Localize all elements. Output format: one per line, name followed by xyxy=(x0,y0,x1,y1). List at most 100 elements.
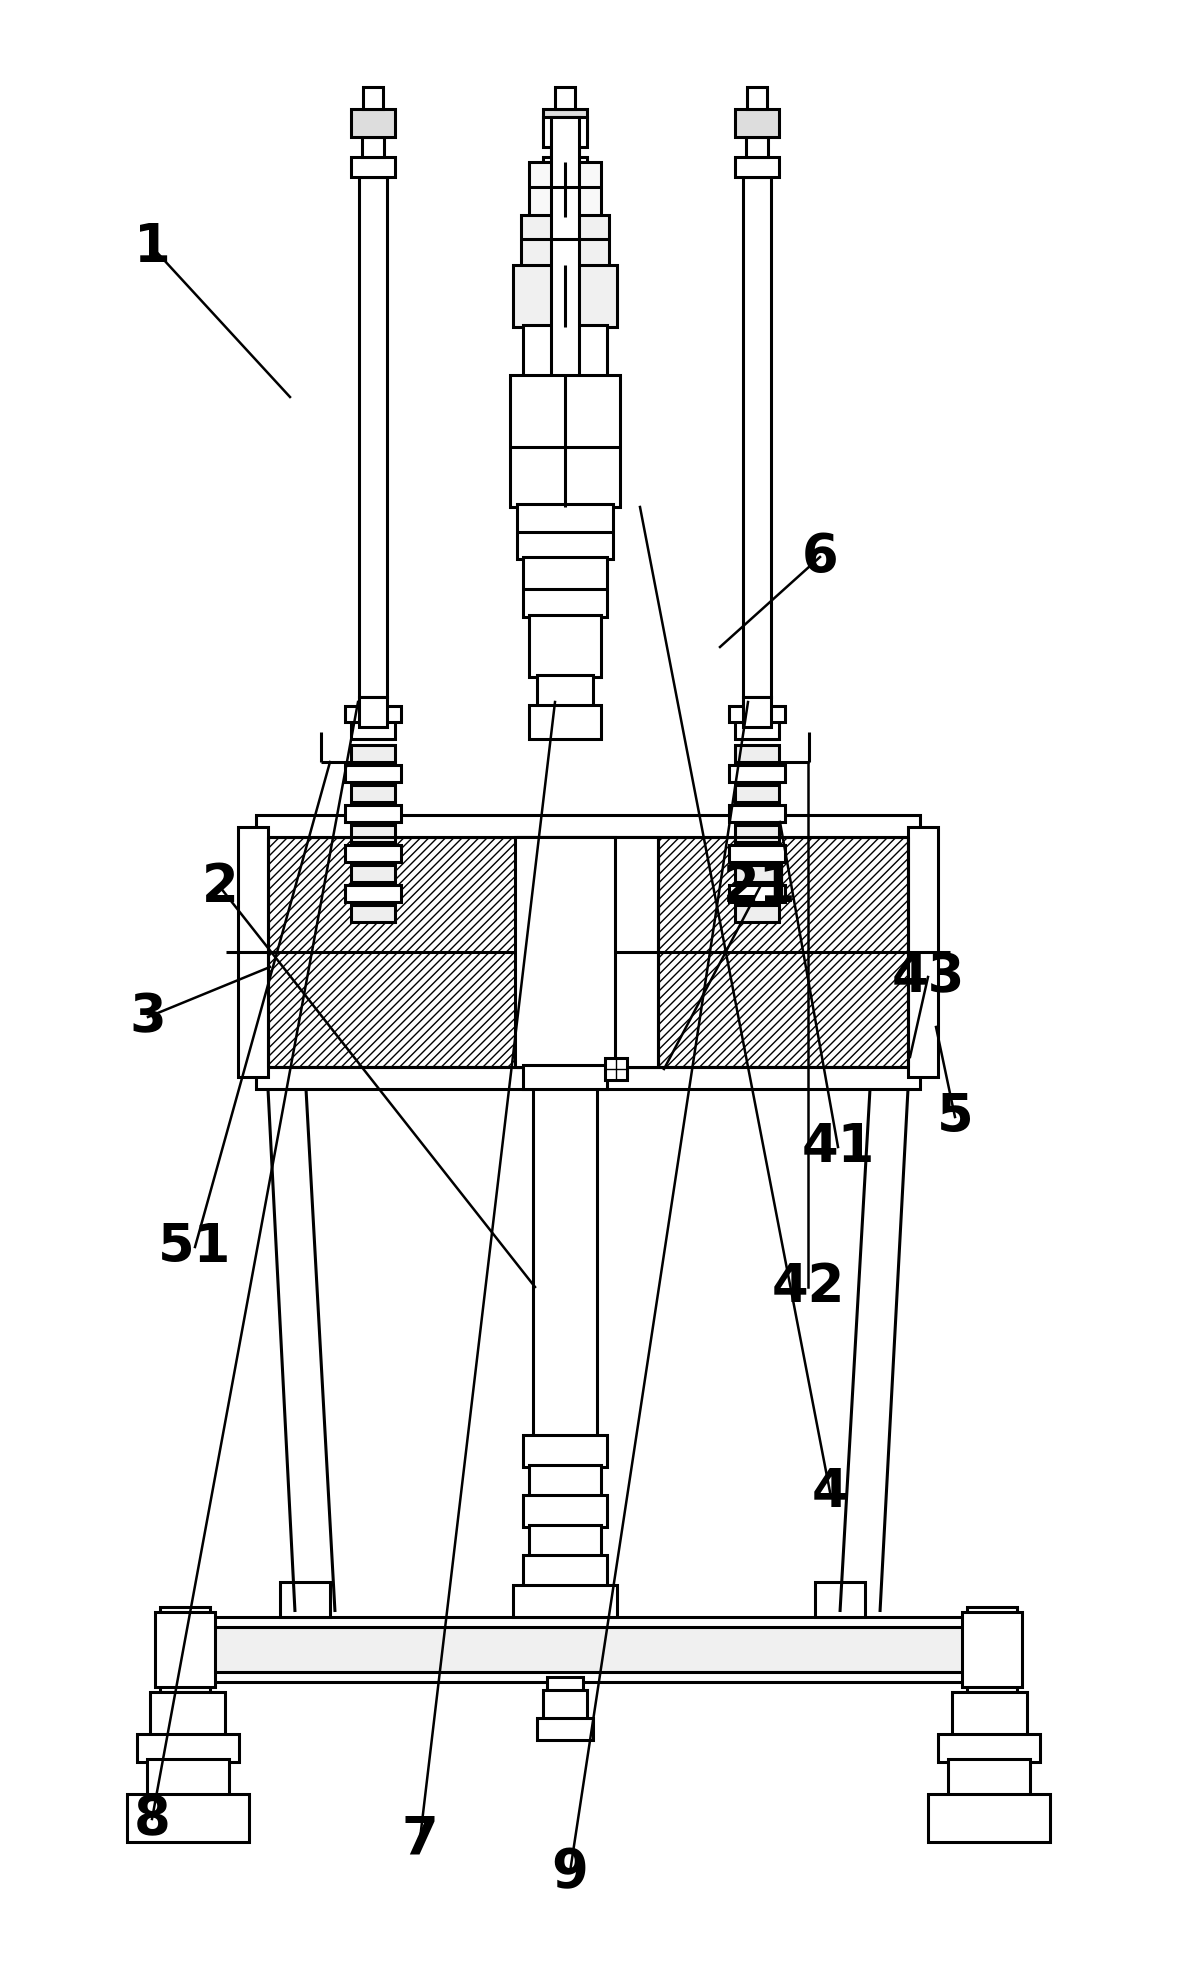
Bar xyxy=(734,721,779,739)
Bar xyxy=(345,844,401,862)
Text: 41: 41 xyxy=(802,1121,875,1172)
Text: 2: 2 xyxy=(201,860,239,912)
Bar xyxy=(747,87,767,109)
Bar xyxy=(528,1464,601,1496)
Bar xyxy=(734,109,779,137)
Bar xyxy=(533,1067,597,1437)
Bar xyxy=(345,705,401,721)
Bar xyxy=(517,505,613,558)
Text: 1: 1 xyxy=(134,221,171,272)
Bar xyxy=(551,145,579,167)
Bar xyxy=(238,827,268,1077)
Bar xyxy=(523,1065,607,1089)
Text: 3: 3 xyxy=(129,992,166,1043)
Bar xyxy=(743,177,771,697)
Text: 8: 8 xyxy=(134,1792,171,1846)
Bar xyxy=(528,1524,601,1558)
Bar xyxy=(351,745,395,761)
Bar xyxy=(523,1556,607,1588)
Bar xyxy=(551,177,579,697)
Bar xyxy=(175,1617,1002,1683)
Bar xyxy=(523,1435,607,1466)
Bar xyxy=(543,117,587,147)
Bar xyxy=(523,326,607,378)
Bar xyxy=(528,616,601,678)
Bar xyxy=(556,87,576,109)
Bar xyxy=(658,837,907,1067)
Bar xyxy=(537,1719,593,1741)
Bar xyxy=(521,215,609,266)
Bar xyxy=(528,705,601,739)
Bar xyxy=(729,705,785,721)
Bar xyxy=(351,157,395,177)
Bar xyxy=(551,117,579,378)
Bar xyxy=(543,109,587,137)
Bar xyxy=(537,676,593,707)
Text: 43: 43 xyxy=(891,952,965,1003)
Bar xyxy=(351,785,395,803)
Text: 51: 51 xyxy=(159,1220,232,1274)
Bar xyxy=(345,805,401,823)
Bar xyxy=(543,1691,587,1721)
Text: 9: 9 xyxy=(552,1846,588,1898)
Bar xyxy=(938,1735,1040,1762)
Bar xyxy=(351,904,395,922)
Bar xyxy=(137,1735,239,1762)
Bar xyxy=(729,805,785,823)
Bar xyxy=(160,1607,210,1693)
Bar xyxy=(605,1057,627,1081)
Text: 42: 42 xyxy=(771,1262,845,1313)
Bar xyxy=(952,1693,1028,1737)
Bar xyxy=(734,157,779,177)
Text: 7: 7 xyxy=(401,1812,438,1866)
Bar xyxy=(345,884,401,902)
Bar xyxy=(729,844,785,862)
Bar xyxy=(523,556,607,618)
Bar xyxy=(729,765,785,783)
Bar xyxy=(518,837,658,1067)
Bar xyxy=(743,697,771,727)
Bar xyxy=(363,87,383,109)
Bar xyxy=(967,1607,1017,1693)
Text: 6: 6 xyxy=(802,531,838,582)
Bar xyxy=(195,1627,982,1671)
Text: 4: 4 xyxy=(812,1466,849,1518)
Bar xyxy=(127,1794,250,1842)
Text: 21: 21 xyxy=(723,860,797,912)
Bar xyxy=(268,837,518,1067)
Bar xyxy=(734,825,779,842)
Bar xyxy=(528,163,601,217)
Bar xyxy=(147,1758,230,1796)
Bar xyxy=(513,1586,617,1617)
Bar xyxy=(351,721,395,739)
Bar xyxy=(280,1582,330,1617)
Bar xyxy=(734,785,779,803)
Bar xyxy=(155,1611,215,1687)
Bar xyxy=(746,137,769,157)
Bar xyxy=(814,1582,865,1617)
Text: 5: 5 xyxy=(937,1091,973,1143)
Bar xyxy=(523,1494,607,1526)
Bar xyxy=(345,765,401,783)
Bar xyxy=(547,1677,583,1697)
Bar xyxy=(734,904,779,922)
Bar xyxy=(363,137,384,157)
Bar xyxy=(359,177,387,697)
Bar xyxy=(734,864,779,882)
Bar xyxy=(351,109,395,137)
Bar xyxy=(927,1794,1050,1842)
Bar xyxy=(359,697,387,727)
Bar xyxy=(947,1758,1030,1796)
Bar xyxy=(257,1067,920,1089)
Bar xyxy=(257,815,920,837)
Bar xyxy=(962,1611,1022,1687)
Bar xyxy=(543,157,587,177)
Bar xyxy=(907,827,938,1077)
Bar xyxy=(513,264,617,328)
Bar xyxy=(516,837,616,1067)
Bar xyxy=(554,137,576,157)
Bar xyxy=(351,864,395,882)
Bar xyxy=(351,825,395,842)
Bar xyxy=(149,1693,225,1737)
Bar xyxy=(729,884,785,902)
